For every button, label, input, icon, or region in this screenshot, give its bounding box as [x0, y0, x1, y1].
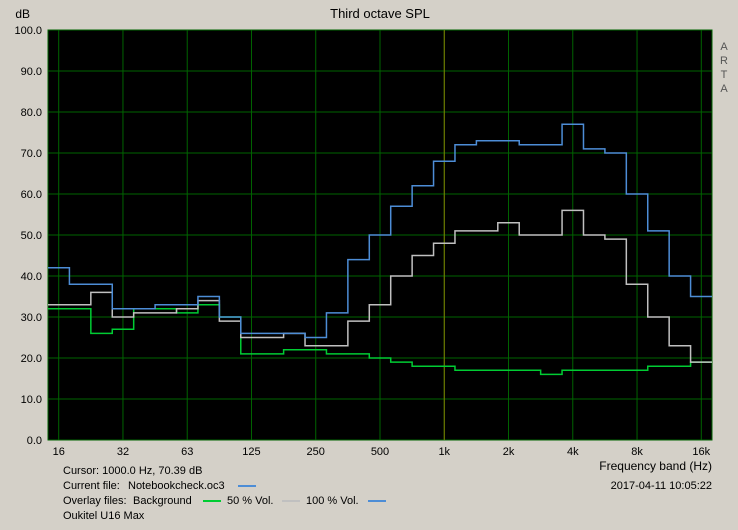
svg-text:20.0: 20.0: [21, 353, 42, 365]
x-axis-label: Frequency band (Hz): [599, 459, 712, 473]
svg-text:4k: 4k: [567, 446, 579, 458]
svg-text:Current file:: Current file:: [63, 480, 120, 492]
svg-text:63: 63: [181, 446, 193, 458]
svg-text:250: 250: [307, 446, 325, 458]
svg-text:50.0: 50.0: [21, 230, 42, 242]
svg-text:Overlay files:: Overlay files:: [63, 495, 127, 507]
svg-text:16: 16: [53, 446, 65, 458]
svg-text:A: A: [720, 41, 728, 53]
svg-text:500: 500: [371, 446, 389, 458]
svg-text:40.0: 40.0: [21, 271, 42, 283]
svg-text:90.0: 90.0: [21, 66, 42, 78]
svg-text:16k: 16k: [692, 446, 710, 458]
svg-text:125: 125: [242, 446, 260, 458]
svg-text:A: A: [720, 83, 728, 95]
device-label: Oukitel U16 Max: [63, 510, 145, 522]
svg-text:8k: 8k: [631, 446, 643, 458]
svg-text:70.0: 70.0: [21, 148, 42, 160]
svg-text:Cursor: 1000.0 Hz, 70.39 dB: Cursor: 1000.0 Hz, 70.39 dB: [63, 465, 202, 477]
spl-chart: 0.0 10.0 20.0 30.0 40.0 50.0 60.0 70.0 80.0 90.0 1…: [0, 0, 738, 530]
svg-text:2k: 2k: [503, 446, 515, 458]
svg-text:50 % Vol.: 50 % Vol.: [227, 495, 273, 507]
svg-text:80.0: 80.0: [21, 107, 42, 119]
svg-text:10.0: 10.0: [21, 394, 42, 406]
svg-text:0.0: 0.0: [27, 435, 42, 447]
svg-text:R: R: [720, 55, 728, 67]
y-axis-label: dB: [15, 7, 30, 21]
svg-text:1k: 1k: [438, 446, 450, 458]
chart-title: Third octave SPL: [330, 6, 430, 21]
svg-text:T: T: [721, 69, 728, 81]
svg-text:32: 32: [117, 446, 129, 458]
svg-text:30.0: 30.0: [21, 312, 42, 324]
svg-text:Notebookcheck.oc3: Notebookcheck.oc3: [128, 480, 225, 492]
chart-container: 0.0 10.0 20.0 30.0 40.0 50.0 60.0 70.0 80.0 90.0 1…: [0, 0, 738, 530]
svg-text:60.0: 60.0: [21, 189, 42, 201]
svg-text:2017-04-11 10:05:22: 2017-04-11 10:05:22: [611, 480, 712, 492]
svg-text:Background: Background: [133, 495, 192, 507]
svg-text:100 % Vol.: 100 % Vol.: [306, 495, 359, 507]
svg-text:100.0: 100.0: [14, 25, 42, 37]
